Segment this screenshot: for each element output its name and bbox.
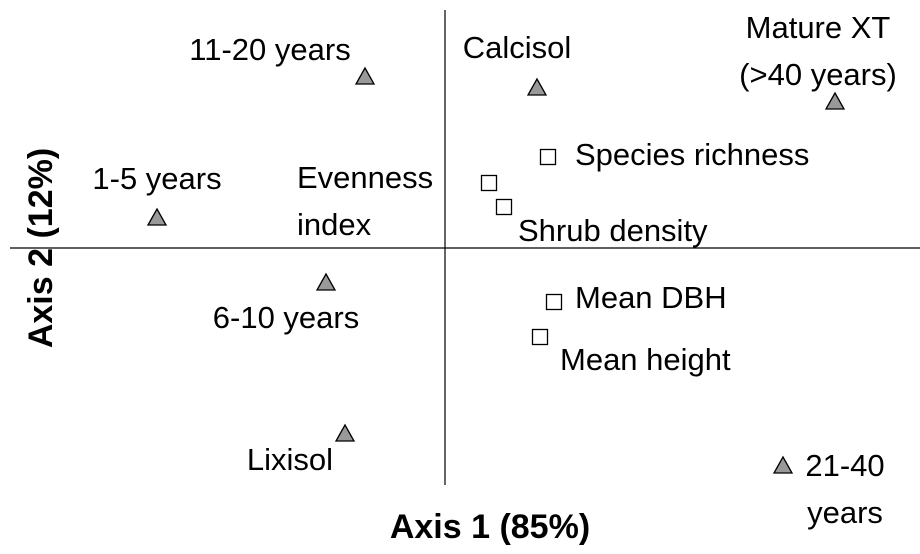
point-label: Mean height [560, 342, 731, 377]
point-label: Evenness [297, 160, 433, 195]
point-label: 1-5 years [92, 161, 221, 196]
point-label: 6-10 years [213, 300, 359, 335]
point-label: Species richness [575, 137, 809, 172]
point [824, 91, 846, 110]
point-label: Mature XT [746, 10, 891, 45]
point [334, 423, 356, 442]
point-label: index [297, 207, 372, 242]
point [545, 293, 563, 311]
point [495, 198, 513, 216]
point [539, 148, 557, 166]
point-label: 21-40 [805, 448, 884, 483]
point [526, 77, 548, 96]
x-axis-label: Axis 1 (85%) [390, 508, 590, 546]
point-label: years [807, 495, 883, 530]
point-label: Lixisol [247, 442, 333, 477]
point [315, 272, 337, 291]
point [480, 174, 498, 192]
point-label: (>40 years) [739, 57, 897, 92]
point-label: Shrub density [518, 213, 708, 248]
point-label: 11-20 years [189, 32, 350, 67]
point [354, 66, 376, 85]
point-label: Mean DBH [575, 280, 727, 315]
point [772, 455, 794, 474]
point [146, 207, 168, 226]
point [531, 328, 549, 346]
point-label: Calcisol [463, 30, 572, 65]
